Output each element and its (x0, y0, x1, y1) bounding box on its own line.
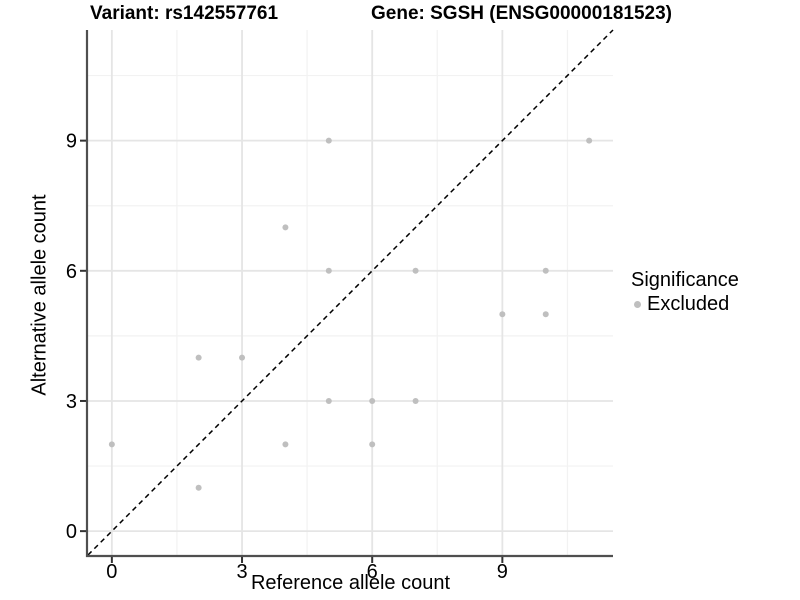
x-axis-tick-label: 0 (106, 561, 117, 583)
data-point (499, 311, 506, 318)
x-axis-tick-label: 9 (497, 561, 508, 583)
data-point (586, 137, 593, 144)
legend-title: Significance (631, 269, 739, 291)
x-axis-tick-label: 6 (367, 561, 378, 583)
data-point (325, 397, 332, 404)
data-point (412, 267, 419, 274)
y-axis-tick-label: 3 (66, 391, 77, 413)
data-point (282, 224, 289, 231)
legend-point-icon (634, 300, 641, 308)
data-point (282, 441, 289, 448)
y-axis-tick-label: 6 (66, 261, 77, 283)
data-point (239, 354, 246, 361)
data-point (195, 484, 202, 491)
x-axis-title: Reference allele count (250, 572, 450, 594)
data-point (325, 267, 332, 274)
data-point (325, 137, 332, 144)
y-axis-title: Alternative allele count (28, 194, 51, 396)
y-axis-tick-label: 9 (66, 131, 77, 153)
x-axis-tick-label: 3 (236, 561, 247, 583)
y-axis-tick-label: 0 (66, 521, 77, 543)
data-point (542, 267, 549, 274)
plot-title-gene: Gene: SGSH (ENSG00000181523) (371, 3, 672, 24)
plot-title-variant: Variant: rs142557761 (90, 3, 279, 24)
legend: Significance Excluded (631, 269, 739, 315)
legend-item-excluded: Excluded (631, 293, 739, 315)
data-point (195, 354, 202, 361)
data-point (412, 397, 419, 404)
data-point (369, 397, 376, 404)
legend-item-label: Excluded (647, 293, 730, 315)
axis-lines (85, 30, 613, 558)
data-point (369, 441, 376, 448)
data-point (108, 441, 115, 448)
identity-line (87, 29, 614, 556)
data-point (542, 311, 549, 318)
